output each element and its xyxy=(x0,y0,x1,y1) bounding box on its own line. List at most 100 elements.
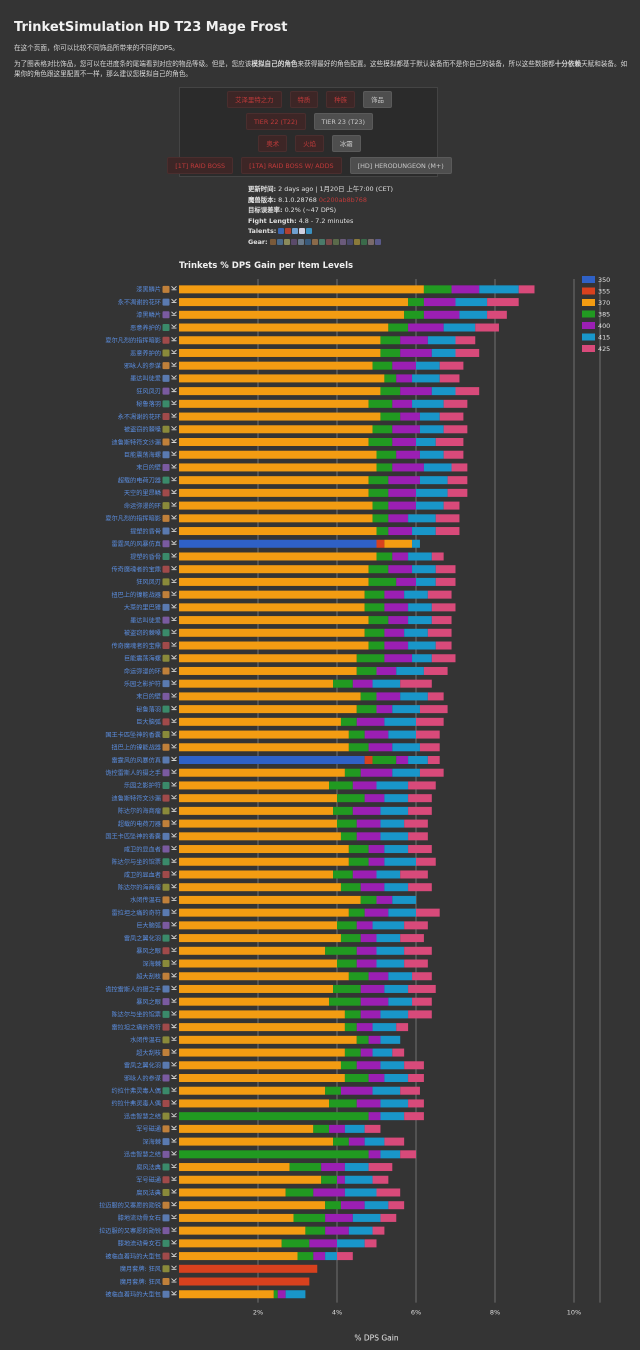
bar-segment xyxy=(435,438,464,446)
wowhead-link-icon xyxy=(171,1278,177,1283)
wowhead-link-icon xyxy=(171,782,177,787)
gear-item-icon[interactable] xyxy=(353,238,360,245)
bar-segment xyxy=(364,1137,385,1146)
bar-segment xyxy=(179,946,326,955)
trinket-label: 迅击智慧之结 xyxy=(124,1151,161,1159)
gear-item-icon[interactable] xyxy=(318,238,325,245)
bar-segment xyxy=(368,438,393,446)
bar-segment xyxy=(384,603,409,612)
bar-segment xyxy=(416,488,448,497)
bar-segment xyxy=(179,1048,345,1057)
filter-herodungeon-button[interactable]: [HD] HERODUNGEON (M+) xyxy=(349,157,452,174)
gear-item-icon[interactable] xyxy=(297,238,304,245)
wowhead-link-icon xyxy=(171,1112,177,1118)
bar-segment xyxy=(392,768,420,777)
gear-item-icon[interactable] xyxy=(311,238,318,245)
trinket-label: 命运弥漫的环 xyxy=(124,667,161,675)
bar-segment xyxy=(352,781,377,790)
trinket-label: 陈达尔与坐的馆票 xyxy=(112,858,162,866)
bar-segment xyxy=(384,654,413,663)
bar-segment xyxy=(479,285,519,294)
bar-segment xyxy=(364,603,385,612)
bar-segment xyxy=(376,959,405,968)
bar-segment xyxy=(404,628,428,637)
bar-segment xyxy=(179,895,361,904)
wowhead-link-icon xyxy=(171,1201,177,1207)
bar-segment xyxy=(384,984,409,993)
talent-icon[interactable] xyxy=(278,228,285,234)
gear-item-icon[interactable] xyxy=(325,238,332,245)
trinket-icon xyxy=(162,667,170,675)
gear-item-icon[interactable] xyxy=(367,238,374,245)
filter-tier23-button[interactable]: TIER 23 (T23) xyxy=(313,113,373,130)
trinket-label: 水闭传温石 xyxy=(130,896,161,904)
bar-segment xyxy=(337,921,357,930)
bar-segment xyxy=(179,705,357,714)
meta-gear-label: Gear: xyxy=(248,237,268,246)
filter-azerite-button[interactable]: 艾泽里特之力 xyxy=(227,91,282,108)
trinket-icon xyxy=(162,705,170,713)
bar-segment xyxy=(388,730,416,739)
bar-segment xyxy=(423,310,460,319)
bar-segment xyxy=(376,781,409,790)
trinket-label: 深海棘 xyxy=(142,1138,161,1146)
bar-segment xyxy=(376,870,401,879)
bar-segment xyxy=(380,1035,401,1044)
filter-race-button[interactable]: 种族 xyxy=(326,91,356,108)
bar-segment xyxy=(321,1163,345,1172)
wowhead-link-icon xyxy=(171,794,177,800)
bar-segment xyxy=(356,921,373,930)
talent-icon[interactable] xyxy=(285,228,292,234)
trinket-icon xyxy=(162,896,170,904)
gear-item-icon[interactable] xyxy=(339,238,346,245)
bar-segment xyxy=(348,972,369,981)
bar-segment xyxy=(455,387,480,396)
bar-segment xyxy=(400,870,428,879)
trinket-icon xyxy=(162,1188,170,1196)
filter-arcane-button[interactable]: 奥术 xyxy=(258,135,288,152)
filter-fire-button[interactable]: 火焰 xyxy=(295,135,324,152)
trinket-label: 迪鲁斯特符文沙漏 xyxy=(112,438,162,446)
bar-segment xyxy=(179,1150,369,1159)
bar-segment xyxy=(408,298,424,307)
gear-item-icon[interactable] xyxy=(276,238,283,245)
gear-item-icon[interactable] xyxy=(269,238,276,245)
bar-segment xyxy=(408,781,436,790)
gear-item-icon[interactable] xyxy=(283,238,290,245)
trinket-icon xyxy=(162,1112,170,1120)
gear-item-icon[interactable] xyxy=(346,238,353,245)
talent-icon[interactable] xyxy=(299,228,306,234)
gear-item-icon[interactable] xyxy=(374,238,381,245)
bar-segment xyxy=(325,1201,341,1210)
gear-item-icon[interactable] xyxy=(360,238,367,245)
bar-segment xyxy=(348,1137,365,1146)
bar-segment xyxy=(364,590,385,599)
bar-segment xyxy=(388,488,416,497)
gear-item-icon[interactable] xyxy=(290,238,297,245)
bar-segment xyxy=(376,527,389,536)
filter-traits-button[interactable]: 特质 xyxy=(289,91,319,108)
trinket-icon xyxy=(162,883,170,891)
talent-icon[interactable] xyxy=(292,228,299,234)
bar-segment xyxy=(368,399,393,408)
talent-icon[interactable] xyxy=(306,228,313,234)
filter-raid-boss-button[interactable]: [1T] RAID BOSS xyxy=(167,157,234,174)
filter-frost-button[interactable]: 冰霜 xyxy=(331,135,361,152)
bar-segment xyxy=(356,654,385,663)
bar-segment xyxy=(356,1099,381,1108)
bar-segment xyxy=(404,310,424,319)
meta-version-link[interactable]: 0c200ab8b768 xyxy=(318,195,367,204)
bar-segment xyxy=(408,603,432,612)
gear-item-icon[interactable] xyxy=(304,238,311,245)
legend-label: 350 xyxy=(598,276,610,284)
bar-segment xyxy=(412,539,420,548)
filter-tier22-button[interactable]: TIER 22 (T22) xyxy=(246,113,306,130)
gear-item-icon[interactable] xyxy=(332,238,339,245)
bar-segment xyxy=(376,539,385,548)
filter-raid-boss-adds-button[interactable]: [1TA] RAID BOSS W/ ADDS xyxy=(241,157,342,174)
wowhead-link-icon xyxy=(171,515,177,520)
bar-segment xyxy=(384,374,397,383)
bar-segment xyxy=(518,285,535,294)
filter-trinkets-button[interactable]: 饰品 xyxy=(363,91,392,108)
wowhead-link-icon xyxy=(171,540,177,545)
